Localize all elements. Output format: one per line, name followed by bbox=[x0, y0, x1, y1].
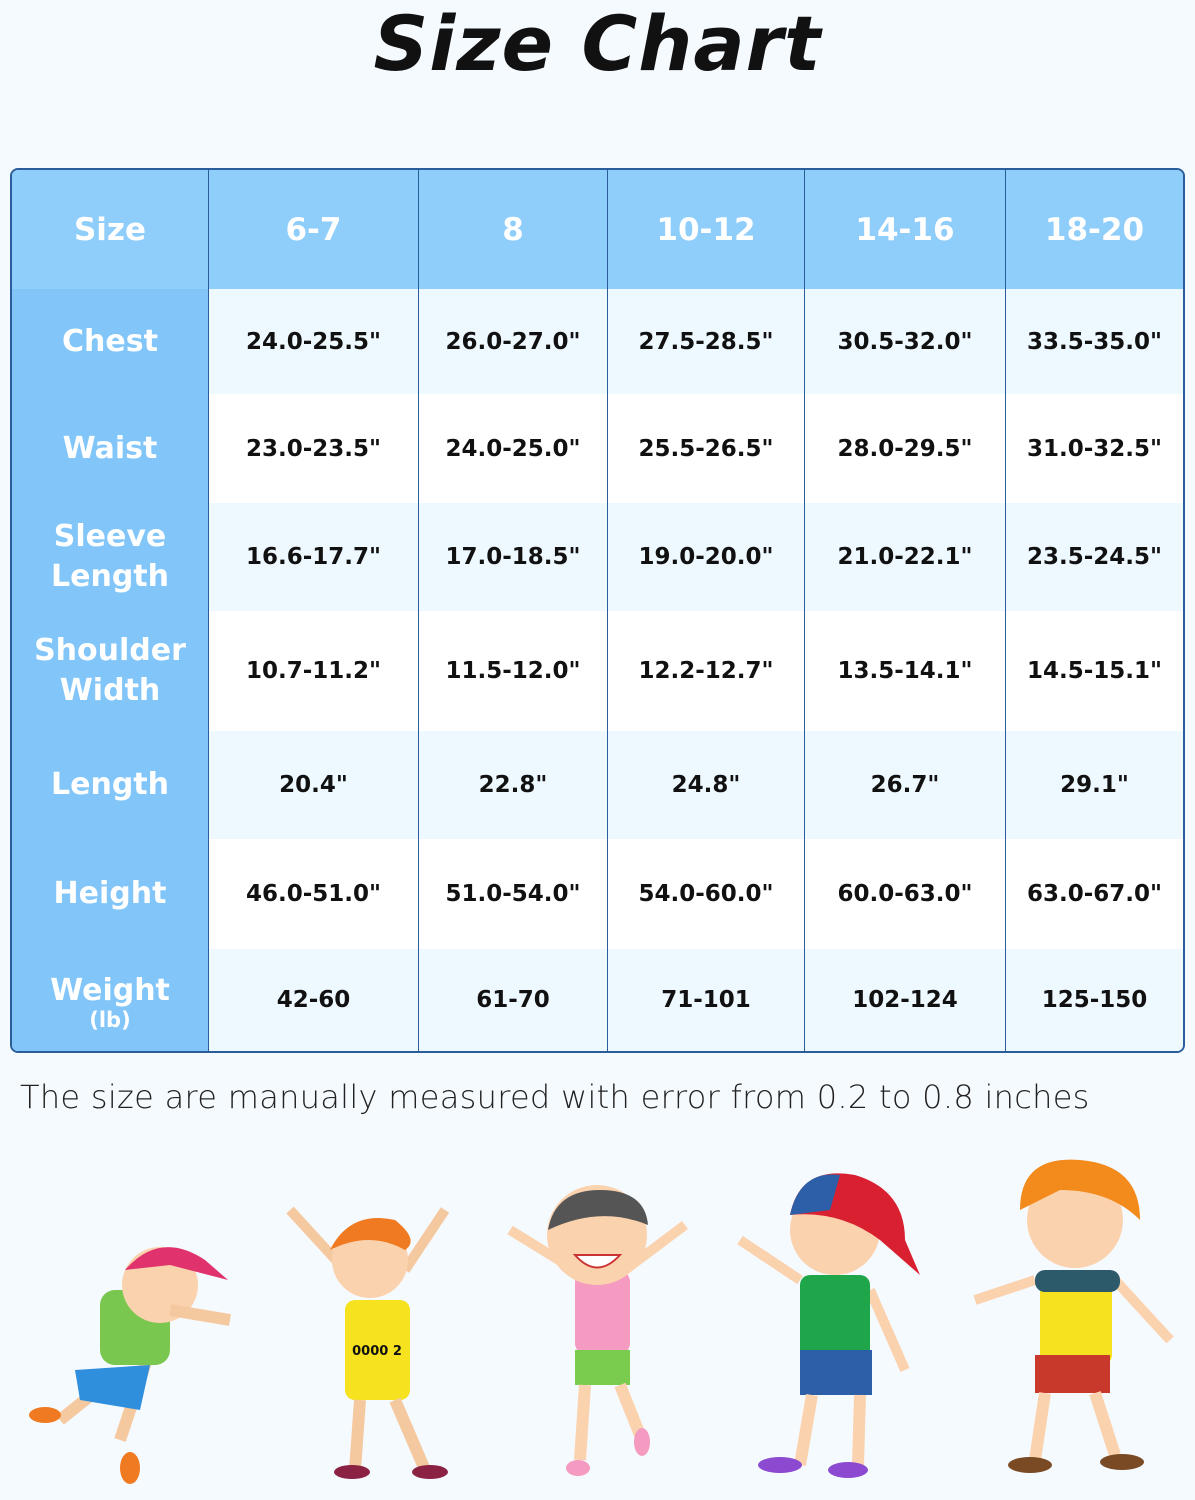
size-table: Size 6-7 8 10-12 14-16 18-20 Chest 24.0-25.5" 26… bbox=[10, 168, 1185, 1053]
table-cell: 33.5-35.0" bbox=[1005, 289, 1183, 394]
kids-illustration: 0000 2 bbox=[29, 1159, 1174, 1484]
row-label-weight: Weight (lb) bbox=[12, 949, 208, 1051]
row-label-text: Length bbox=[51, 765, 169, 805]
table-cell: 13.5-14.1" bbox=[804, 611, 1005, 731]
size-table-grid: Size 6-7 8 10-12 14-16 18-20 Chest 24.0-25.5" 26… bbox=[12, 170, 1183, 1051]
table-cell: 61-70 bbox=[418, 949, 607, 1051]
size-column-header: 18-20 bbox=[1005, 170, 1183, 289]
row-label-name: Weight bbox=[50, 973, 170, 1008]
table-cell: 30.5-32.0" bbox=[804, 289, 1005, 394]
row-label-height: Height bbox=[12, 839, 208, 949]
row-label-text: Sleeve Length bbox=[25, 517, 195, 597]
measurement-note: The size are manually measured with erro… bbox=[20, 1078, 1090, 1116]
table-cell: 102-124 bbox=[804, 949, 1005, 1051]
kid-3-illustration bbox=[507, 1185, 688, 1476]
table-cell: 14.5-15.1" bbox=[1005, 611, 1183, 731]
row-label-name: Sleeve Length bbox=[51, 519, 169, 594]
table-cell: 46.0-51.0" bbox=[208, 839, 418, 949]
table-cell: 16.6-17.7" bbox=[208, 503, 418, 611]
kid-5-illustration bbox=[973, 1159, 1174, 1473]
table-cell: 22.8" bbox=[418, 731, 607, 839]
size-column-header: 8 bbox=[418, 170, 607, 289]
table-cell: 71-101 bbox=[607, 949, 804, 1051]
table-cell: 19.0-20.0" bbox=[607, 503, 804, 611]
jersey-text: 0000 2 bbox=[352, 1344, 402, 1359]
table-cell: 24.0-25.0" bbox=[418, 394, 607, 503]
table-cell: 54.0-60.0" bbox=[607, 839, 804, 949]
table-cell: 21.0-22.1" bbox=[804, 503, 1005, 611]
row-label-waist: Waist bbox=[12, 394, 208, 503]
row-label-name: Length bbox=[51, 767, 169, 802]
table-cell: 125-150 bbox=[1005, 949, 1183, 1051]
table-cell: 51.0-54.0" bbox=[418, 839, 607, 949]
size-column-header: 6-7 bbox=[208, 170, 418, 289]
page-title: Size Chart bbox=[373, 0, 822, 88]
table-cell: 23.0-23.5" bbox=[208, 394, 418, 503]
kid-2-illustration: 0000 2 bbox=[286, 1206, 450, 1479]
row-label-chest: Chest bbox=[12, 289, 208, 394]
kid-4-illustration bbox=[737, 1173, 920, 1478]
row-label-sleeve-length: Sleeve Length bbox=[12, 503, 208, 611]
table-cell: 26.0-27.0" bbox=[418, 289, 607, 394]
table-cell: 11.5-12.0" bbox=[418, 611, 607, 731]
row-label-text: Height bbox=[54, 874, 167, 914]
kid-1-illustration bbox=[29, 1247, 231, 1484]
row-label-text: Shoulder Width bbox=[25, 631, 195, 711]
size-header-label: Size bbox=[12, 170, 208, 289]
table-cell: 29.1" bbox=[1005, 731, 1183, 839]
row-label-text: Chest bbox=[62, 322, 158, 362]
row-label-name: Waist bbox=[62, 430, 158, 466]
size-column-header: 10-12 bbox=[607, 170, 804, 289]
table-cell: 26.7" bbox=[804, 731, 1005, 839]
table-cell: 10.7-11.2" bbox=[208, 611, 418, 731]
row-label-text: Weight (lb) bbox=[50, 971, 170, 1032]
row-label-unit: (lb) bbox=[89, 1008, 131, 1032]
table-cell: 24.8" bbox=[607, 731, 804, 839]
table-cell: 24.0-25.5" bbox=[208, 289, 418, 394]
table-cell: 27.5-28.5" bbox=[607, 289, 804, 394]
table-cell: 23.5-24.5" bbox=[1005, 503, 1183, 611]
table-cell: 12.2-12.7" bbox=[607, 611, 804, 731]
table-cell: 28.0-29.5" bbox=[804, 394, 1005, 503]
table-cell: 31.0-32.5" bbox=[1005, 394, 1183, 503]
row-label-name: Height bbox=[53, 876, 167, 911]
row-label-name: Chest bbox=[62, 323, 158, 359]
table-cell: 25.5-26.5" bbox=[607, 394, 804, 503]
table-cell: 60.0-63.0" bbox=[804, 839, 1005, 949]
row-label-shoulder-width: Shoulder Width bbox=[12, 611, 208, 731]
size-column-header: 14-16 bbox=[804, 170, 1005, 289]
table-cell: 63.0-67.0" bbox=[1005, 839, 1183, 949]
table-cell: 20.4" bbox=[208, 731, 418, 839]
table-cell: 42-60 bbox=[208, 949, 418, 1051]
table-cell: 17.0-18.5" bbox=[418, 503, 607, 611]
row-label-length: Length bbox=[12, 731, 208, 839]
row-label-name: Shoulder Width bbox=[34, 633, 186, 708]
row-label-text: Waist bbox=[63, 429, 158, 469]
